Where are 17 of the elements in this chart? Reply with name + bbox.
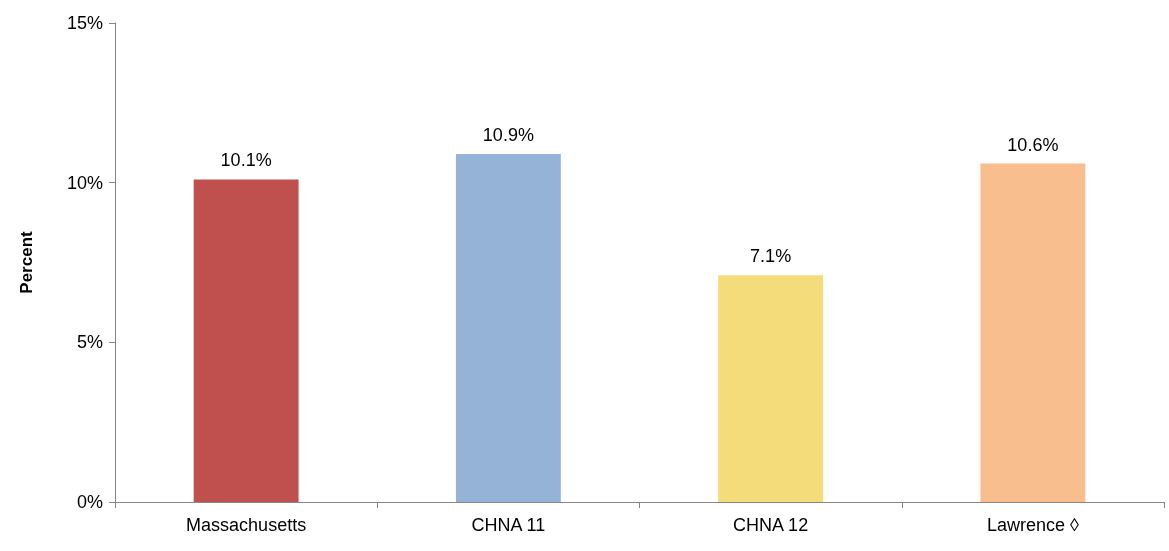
data-label: 10.6% xyxy=(1007,134,1059,155)
y-axis-title: Percent xyxy=(17,230,36,294)
y-tick-label: 10% xyxy=(66,172,103,193)
x-tick-label: Lawrence ◊ xyxy=(986,515,1079,535)
y-tick-label: 0% xyxy=(76,492,103,512)
y-tick-label: 15% xyxy=(66,13,103,33)
bar xyxy=(980,163,1086,502)
x-tick-label: Massachusetts xyxy=(186,515,307,535)
bar xyxy=(718,275,824,502)
data-label: 10.9% xyxy=(482,124,534,145)
x-tick-label: CHNA 11 xyxy=(471,515,546,535)
bar xyxy=(193,179,299,502)
data-label: 10.1% xyxy=(220,150,272,171)
bar xyxy=(455,153,561,502)
y-tick-label: 5% xyxy=(76,332,103,353)
x-tick-label: CHNA 12 xyxy=(733,515,809,535)
data-label: 7.1% xyxy=(750,246,792,267)
